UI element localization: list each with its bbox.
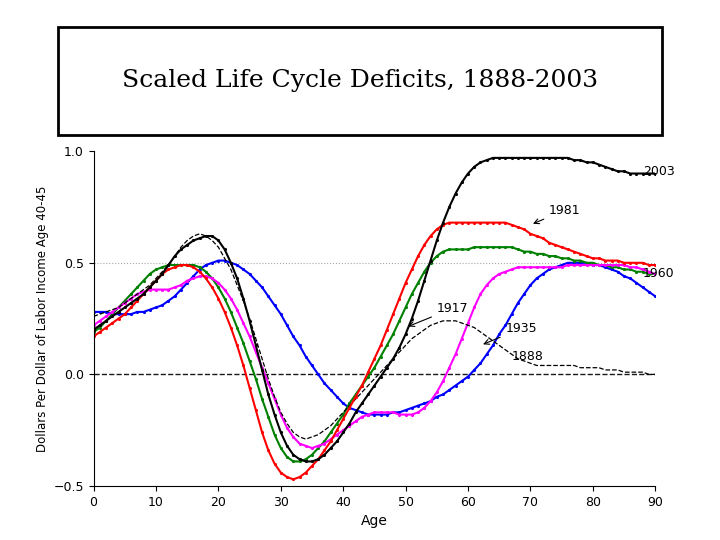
Y-axis label: Dollars Per Dollar of Labor Income Age 40-45: Dollars Per Dollar of Labor Income Age 4… (36, 185, 49, 452)
Text: 1960: 1960 (643, 267, 675, 280)
Text: 1935: 1935 (484, 322, 537, 344)
Text: 2003: 2003 (643, 165, 675, 178)
Text: Scaled Life Cycle Deficits, 1888-2003: Scaled Life Cycle Deficits, 1888-2003 (122, 70, 598, 92)
X-axis label: Age: Age (361, 514, 388, 528)
Text: 1981: 1981 (534, 204, 581, 224)
Text: 1888: 1888 (512, 350, 544, 363)
FancyBboxPatch shape (58, 27, 662, 135)
Text: 1917: 1917 (410, 302, 469, 327)
